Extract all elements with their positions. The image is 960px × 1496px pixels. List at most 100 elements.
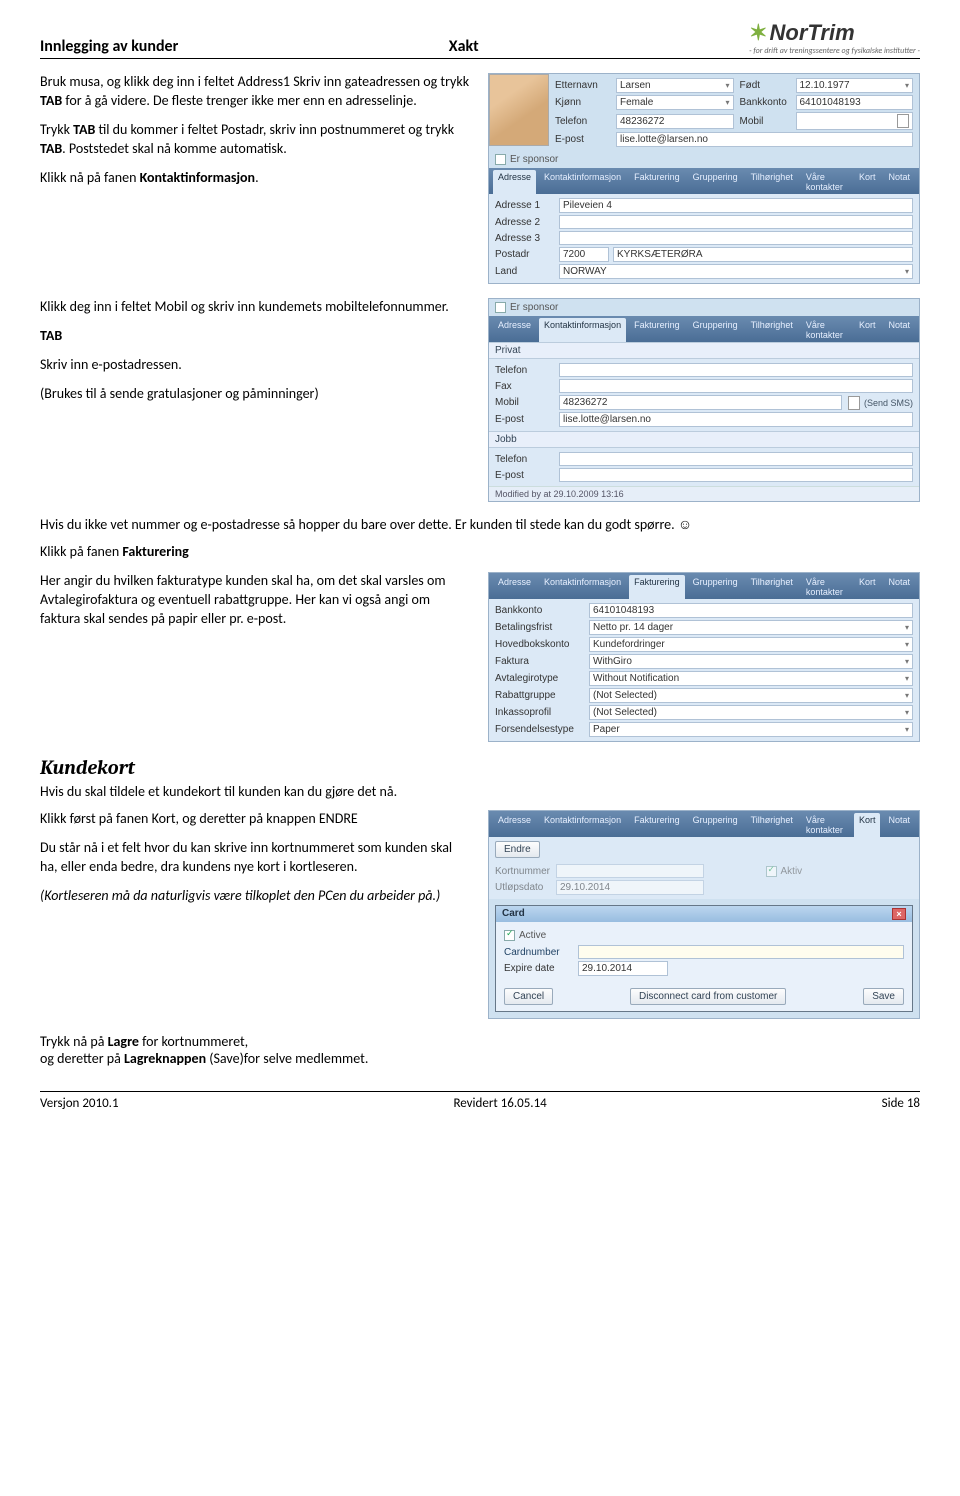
field-adresse3[interactable] — [559, 231, 913, 245]
customer-photo — [489, 74, 549, 146]
tab-tilhorighet[interactable]: Tilhørighet — [746, 318, 798, 342]
subhead-jobb: Jobb — [489, 431, 919, 448]
field-bankkonto[interactable]: 64101048193 — [796, 95, 914, 110]
checkbox-active[interactable] — [504, 930, 515, 941]
tab-vare-kontakter[interactable]: Våre kontakter — [801, 170, 851, 194]
mobile-icon — [848, 396, 860, 410]
header-title-mid: Xakt — [449, 37, 479, 56]
field-kjonn[interactable]: Female — [616, 95, 734, 110]
field-adresse2[interactable] — [559, 215, 913, 229]
field-telefon-p[interactable] — [559, 363, 913, 377]
tab-notat[interactable]: Notat — [883, 575, 915, 599]
screenshot-fakturering-panel: Adresse Kontaktinformasjon Fakturering G… — [488, 572, 920, 742]
label-utlopsdato: Utløpsdato — [495, 882, 550, 893]
tab-notat[interactable]: Notat — [883, 813, 915, 837]
field-fodt[interactable]: 12.10.1977 — [796, 78, 914, 93]
field-epost-p[interactable]: lise.lotte@larsen.no — [559, 412, 913, 427]
tab-fakturering[interactable]: Fakturering — [629, 170, 685, 194]
instructions-block-4: Klikk først på fanen Kort, og deretter p… — [40, 810, 472, 1019]
field-mobil-p[interactable]: 48236272 — [559, 395, 842, 410]
tab-adresse[interactable]: Adresse — [493, 170, 536, 194]
label-adresse2: Adresse 2 — [495, 217, 555, 228]
label-bankkonto: Bankkonto — [740, 97, 790, 108]
field-epost-j[interactable] — [559, 468, 913, 482]
tab-gruppering[interactable]: Gruppering — [688, 318, 743, 342]
label-cardnumber: Cardnumber — [504, 947, 574, 958]
popup-title: Card — [502, 908, 525, 920]
tab-fakturering[interactable]: Fakturering — [629, 575, 685, 599]
screenshot-kort-panel: Adresse Kontaktinformasjon Fakturering G… — [488, 810, 920, 1019]
label-epost: E-post — [555, 134, 610, 145]
label-postadr: Postadr — [495, 249, 555, 260]
tab-notat[interactable]: Notat — [883, 318, 915, 342]
label-avtalegirotype: Avtalegirotype — [495, 673, 585, 684]
save-button[interactable]: Save — [863, 988, 904, 1005]
send-sms-link[interactable]: (Send SMS) — [864, 398, 913, 408]
field-betalingsfrist[interactable]: Netto pr. 14 dager — [589, 620, 913, 635]
checkbox-sponsor-2[interactable] — [495, 302, 506, 313]
tab-kontaktinformasjon[interactable]: Kontaktinformasjon — [539, 170, 626, 194]
tab-kort[interactable]: Kort — [854, 170, 881, 194]
label-fodt: Født — [740, 80, 790, 91]
field-cardnumber[interactable] — [578, 945, 904, 959]
tab-tilhorighet[interactable]: Tilhørighet — [746, 575, 798, 599]
label-epost-p: E-post — [495, 414, 555, 425]
field-fax-p[interactable] — [559, 379, 913, 393]
tab-gruppering[interactable]: Gruppering — [688, 813, 743, 837]
field-inkassoprofil[interactable]: (Not Selected) — [589, 705, 913, 720]
tab-vare-kontakter[interactable]: Våre kontakter — [801, 813, 851, 837]
label-adresse3: Adresse 3 — [495, 233, 555, 244]
tab-tilhorighet[interactable]: Tilhørighet — [746, 170, 798, 194]
cancel-button[interactable]: Cancel — [504, 988, 553, 1005]
disconnect-button[interactable]: Disconnect card from customer — [630, 988, 786, 1005]
tab-vare-kontakter[interactable]: Våre kontakter — [801, 575, 851, 599]
tab-kontaktinformasjon[interactable]: Kontaktinformasjon — [539, 575, 626, 599]
endre-button[interactable]: Endre — [495, 841, 540, 858]
label-faktura: Faktura — [495, 656, 585, 667]
logo-tagline: - for drift av treningssentere og fysika… — [749, 46, 920, 56]
logo-text: NorTrim — [770, 20, 855, 45]
tab-gruppering[interactable]: Gruppering — [688, 170, 743, 194]
field-rabattgruppe[interactable]: (Not Selected) — [589, 688, 913, 703]
tab-kort[interactable]: Kort — [854, 318, 881, 342]
label-active: Active — [519, 930, 546, 941]
close-icon[interactable]: × — [892, 908, 906, 920]
field-postnr[interactable]: 7200 — [559, 247, 609, 262]
tab-kontaktinformasjon[interactable]: Kontaktinformasjon — [539, 318, 626, 342]
label-mobil: Mobil — [740, 116, 790, 127]
field-avtalegirotype[interactable]: Without Notification — [589, 671, 913, 686]
field-epost[interactable]: lise.lotte@larsen.no — [616, 132, 913, 147]
tab-gruppering[interactable]: Gruppering — [688, 575, 743, 599]
checkbox-sponsor[interactable] — [495, 154, 506, 165]
field-faktura[interactable]: WithGiro — [589, 654, 913, 669]
tab-tilhorighet[interactable]: Tilhørighet — [746, 813, 798, 837]
mobile-icon — [897, 114, 909, 128]
card-popup: Card × Active Cardnumber Expire date 29.… — [495, 905, 913, 1012]
field-telefon-j[interactable] — [559, 452, 913, 466]
label-expire: Expire date — [504, 963, 574, 974]
field-expire[interactable]: 29.10.2014 — [578, 961, 668, 976]
tab-notat[interactable]: Notat — [883, 170, 915, 194]
field-etternavn[interactable]: Larsen — [616, 78, 734, 93]
field-telefon[interactable]: 48236272 — [616, 114, 734, 129]
tab-kort[interactable]: Kort — [854, 575, 881, 599]
tab-kort[interactable]: Kort — [854, 813, 881, 837]
field-poststed[interactable]: KYRKSÆTERØRA — [613, 247, 913, 262]
field-land[interactable]: NORWAY — [559, 264, 913, 279]
screenshot-address-panel: Etternavn Larsen Født 12.10.1977 Kjønn F… — [488, 73, 920, 284]
field-adresse1[interactable]: Pileveien 4 — [559, 198, 913, 213]
tab-vare-kontakter[interactable]: Våre kontakter — [801, 318, 851, 342]
tab-fakturering[interactable]: Fakturering — [629, 318, 685, 342]
label-epost-j: E-post — [495, 470, 555, 481]
tab-adresse[interactable]: Adresse — [493, 813, 536, 837]
tab-adresse[interactable]: Adresse — [493, 318, 536, 342]
tab-adresse[interactable]: Adresse — [493, 575, 536, 599]
tab-kontaktinformasjon[interactable]: Kontaktinformasjon — [539, 813, 626, 837]
tab-fakturering[interactable]: Fakturering — [629, 813, 685, 837]
field-hovedbokskonto[interactable]: Kundefordringer — [589, 637, 913, 652]
checkbox-aktiv — [766, 866, 777, 877]
instructions-block-3a: Hvis du ikke vet nummer og e-postadresse… — [40, 516, 920, 533]
field-bankkonto-f[interactable]: 64101048193 — [589, 603, 913, 618]
field-mobil[interactable] — [796, 112, 914, 130]
field-forsendelsestype[interactable]: Paper — [589, 722, 913, 737]
